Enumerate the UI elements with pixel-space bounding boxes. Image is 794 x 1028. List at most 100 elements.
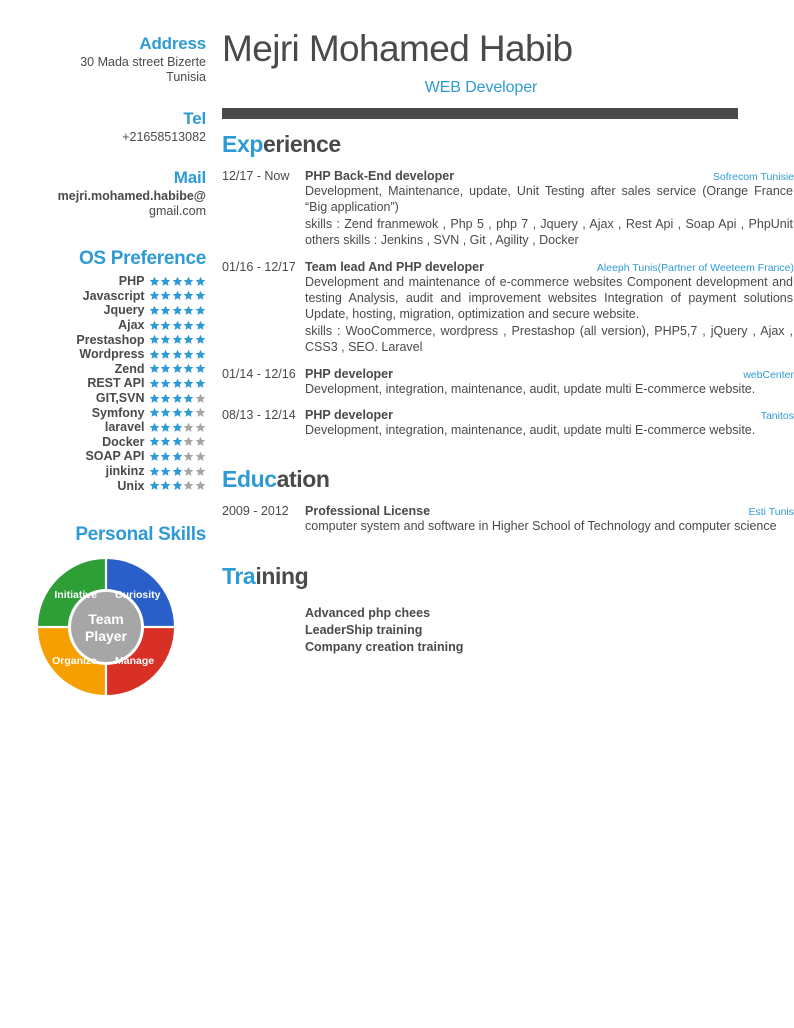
skill-row: Docker [0, 435, 206, 450]
experience-entry: 12/17 - Now PHP Back-End developer Sofreco… [222, 169, 794, 249]
star-icon [183, 393, 194, 404]
star-icon [160, 422, 171, 433]
star-icon [172, 349, 183, 360]
entry-description: Development and maintenance of e-commerc… [305, 274, 794, 356]
star-icon [172, 363, 183, 374]
skill-row: Jquery [0, 303, 206, 318]
skill-name: Unix [117, 478, 145, 493]
entry-description: Development, Maintenance, update, Unit T… [305, 183, 794, 249]
star-icon [149, 422, 160, 433]
tel-label: Tel [183, 109, 206, 128]
skill-row: Unix [0, 478, 206, 493]
star-icon [183, 422, 194, 433]
skill-name: Wordpress [79, 347, 145, 362]
star-icon [172, 290, 183, 301]
star-icon [195, 290, 206, 301]
star-icon [183, 451, 194, 462]
star-icon [183, 290, 194, 301]
skill-rating [149, 378, 207, 389]
skill-rating [149, 466, 207, 477]
skill-row: GIT,SVN [0, 391, 206, 406]
main-content: Mejri Mohamed Habib WEB Developer Experi… [222, 0, 794, 656]
skill-name: GIT,SVN [95, 391, 145, 406]
star-icon [195, 480, 206, 491]
skill-row: Javascript [0, 289, 206, 304]
skill-rating [149, 290, 207, 301]
sidebar: Address 30 Mada street Bizerte Tunisia T… [0, 0, 206, 697]
star-icon [160, 451, 171, 462]
section-education: Education 2009 - 2012 Professional Licens… [222, 465, 794, 534]
star-icon [172, 466, 183, 477]
skill-rating [149, 393, 207, 404]
page-title: Mejri Mohamed Habib [222, 28, 573, 69]
star-icon [183, 407, 194, 418]
star-icon [183, 276, 194, 287]
entry-role: Team lead And PHP developer [305, 259, 484, 274]
experience-heading-rest: erience [262, 131, 341, 157]
donut-label-curiosity: Curiosity [115, 589, 161, 601]
entry-description: Development, integration, maintenance, a… [305, 381, 794, 397]
entry-description-line: Development, Maintenance, update, Unit T… [305, 184, 793, 215]
star-icon [183, 436, 194, 447]
star-icon [195, 363, 206, 374]
donut-label-organize: Organize [52, 655, 97, 667]
skill-name: Javascript [82, 288, 145, 303]
skill-rating [149, 436, 207, 447]
skill-rating [149, 276, 207, 287]
star-icon [183, 480, 194, 491]
skill-row: laravel [0, 420, 206, 435]
star-icon [172, 305, 183, 316]
experience-entry: 01/14 - 12/16 PHP developer webCenter Devel… [222, 367, 794, 397]
star-icon [172, 480, 183, 491]
star-icon [183, 334, 194, 345]
star-icon [172, 422, 183, 433]
skill-name: Ajax [118, 318, 145, 333]
star-icon [172, 436, 183, 447]
entry-header: 2009 - 2012 Professional License Esti Tuni… [222, 504, 794, 518]
skill-name: REST API [87, 376, 145, 391]
star-icon [160, 276, 171, 287]
star-icon [183, 320, 194, 331]
entry-organization: webCenter [743, 368, 794, 381]
star-icon [149, 349, 160, 360]
star-icon [149, 320, 160, 331]
entry-role: PHP Back-End developer [305, 169, 455, 183]
experience-entry: 01/16 - 12/17 Team lead And PHP developer… [222, 260, 794, 356]
star-icon [149, 436, 160, 447]
skill-name: PHP [118, 274, 145, 289]
skill-rating [149, 349, 207, 360]
star-icon [195, 276, 206, 287]
training-item: LeaderShip training [305, 622, 423, 637]
skill-name: Docker [102, 434, 145, 449]
star-icon [195, 466, 206, 477]
star-icon [172, 378, 183, 389]
star-icon [149, 407, 160, 418]
skill-name: SOAP API [85, 449, 145, 464]
tel-value: +21658513082 [122, 130, 206, 144]
entry-description-line: Development, integration, maintenance, a… [305, 423, 756, 438]
experience-heading-accent: Exp [222, 131, 263, 157]
skill-rating [149, 305, 207, 316]
skill-row: PHP [0, 274, 206, 289]
contact-address: Address 30 Mada street Bizerte Tunisia [0, 33, 206, 85]
donut-label-manage: Manage [115, 655, 154, 667]
star-icon [149, 466, 160, 477]
entry-organization: Sofrecom Tunisie [712, 171, 794, 183]
skill-row: SOAP API [0, 449, 206, 464]
star-icon [149, 290, 160, 301]
donut-svg: Team Player Initiative Curiosity Organiz… [38, 558, 174, 695]
address-line-1: 30 Mada street Bizerte [80, 55, 206, 69]
star-icon [195, 305, 206, 316]
star-icon [149, 451, 160, 462]
star-icon [149, 363, 160, 374]
education-heading: Education [222, 465, 794, 493]
personal-skills-donut-chart: Team Player Initiative Curiosity Organiz… [36, 557, 176, 697]
entry-date: 08/13 - 12/14 [222, 408, 296, 423]
star-icon [195, 451, 206, 462]
skill-rating [149, 407, 207, 418]
entry-organization: Tanitos [760, 410, 794, 423]
entry-description: computer system and software in Higher S… [305, 518, 794, 534]
entry-date: 01/14 - 12/16 [222, 366, 296, 381]
skill-row: Wordpress [0, 347, 206, 362]
star-icon [183, 349, 194, 360]
